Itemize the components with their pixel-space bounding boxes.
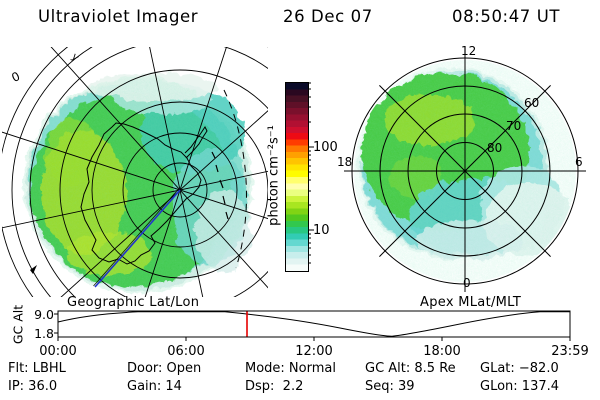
status-mode: Mode: Normal [245,361,336,376]
apex-caption: Apex MLat/MLT [420,295,522,310]
xtick-1200: 12:00 [295,344,333,359]
mlt-0-label: 0 [463,276,471,290]
status-dsp: Dsp: 2.2 [245,379,304,394]
xtick-0000: 00:00 [39,344,77,359]
orbit-track-line [94,189,181,288]
antarctic-peninsula [184,126,208,159]
date-label: 26 Dec 07 [283,7,373,26]
chart-box [57,310,571,338]
antarctica-coastline [80,122,202,265]
mlt-6-label: 6 [575,155,583,169]
colorbar-gradient [285,82,309,272]
status-gain: Gain: 14 [127,379,182,394]
xtick-0600: 06:00 [167,344,205,359]
xtick-1800: 18:00 [423,344,461,359]
status-ip: IP: 36.0 [8,379,58,394]
ytick-1.8: 1.8 [34,326,54,341]
altitude-chart [54,310,571,341]
xtick-2359: 23:59 [551,344,589,359]
geographic-plot [2,47,268,297]
instrument-title: Ultraviolet Imager [38,7,199,26]
ytick-9.0: 9.0 [34,307,54,322]
direction-glyph [30,265,37,274]
time-label: 08:50:47 UT [452,7,561,26]
aurora-image-geographic [21,71,251,291]
gc-alt-axis-label: GC Alt [10,304,26,345]
colorbar-tick-100: 100 [313,140,338,155]
apex-plot [344,50,586,292]
status-glon: GLon: 137.4 [480,379,560,394]
mlt-12-label: 12 [461,44,477,58]
status-flt: Flt: LBHL [8,361,66,376]
colorbar-label: photon cm⁻²s⁻¹ [266,125,282,226]
mlat-mlt-grid [344,50,586,292]
islands [211,151,229,220]
terminator-line [223,89,247,269]
status-gc-alt: GC Alt: 8.5 Re [365,361,456,376]
altitude-curve [57,311,570,337]
colorbar-ticks [308,82,314,264]
status-door: Door: Open [127,361,202,376]
mlat-70-label: 70 [506,119,522,133]
status-glat: GLat: −82.0 [480,361,559,376]
mlat-60-label: 60 [524,96,540,110]
mlat-80-label: 80 [487,141,503,155]
colorbar-tick-10: 10 [313,223,330,238]
geographic-caption: Geographic Lat/Lon [67,295,200,310]
orbit-track-shadow [93,188,179,287]
mlt-18-label: 18 [337,155,353,169]
status-seq: Seq: 39 [365,379,415,394]
